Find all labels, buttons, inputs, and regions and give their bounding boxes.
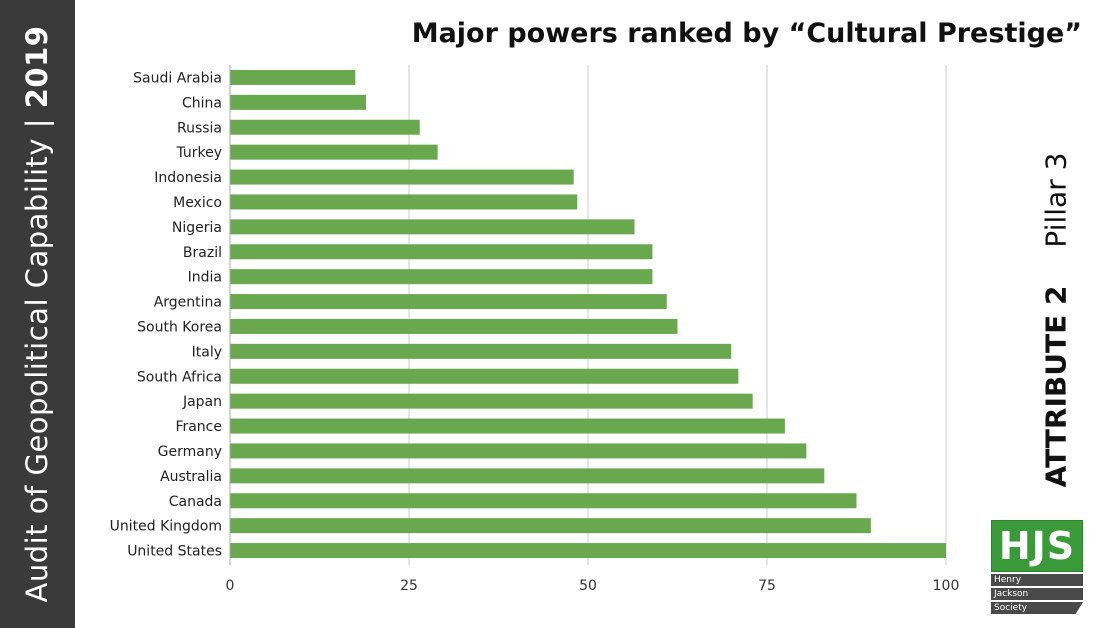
logo-line-society: Society [991,602,1083,614]
bar [230,318,678,334]
category-label: Argentina [154,295,222,311]
category-label: Japan [182,394,222,410]
category-label: India [188,270,222,286]
category-label: Mexico [173,195,222,211]
category-label: South Korea [137,319,222,335]
category-label: South Africa [137,369,222,385]
category-label: Germany [158,444,222,460]
category-label: Russia [177,120,222,136]
category-label: Saudi Arabia [133,70,222,86]
category-label: Australia [160,469,222,485]
bar [230,294,667,310]
x-tick-label: 100 [933,578,960,594]
bar [230,393,753,409]
bar [230,518,871,534]
bar [230,468,825,484]
bar [230,493,857,509]
category-label: Italy [192,344,222,360]
hjs-logo: HJS Henry Jackson Society [991,520,1083,614]
category-label: Brazil [183,245,222,261]
logo-line-henry: Henry [991,574,1083,586]
attribute-label: ATTRIBUTE 2 Pillar 3 [1040,153,1073,488]
x-tick-label: 0 [226,578,235,594]
bar [230,194,578,210]
bar-chart: 0 25 50 75 100 Saudi Arabia China Russia Turkey I… [110,65,960,594]
x-tick-label: 25 [400,578,418,594]
bar [230,144,438,160]
x-tick-label: 50 [579,578,597,594]
bar [230,69,356,85]
bar [230,119,420,135]
bar [230,219,635,235]
category-label: France [175,419,222,435]
bar [230,269,653,285]
category-label: China [182,95,222,111]
chart-title: Major powers ranked by “Cultural Prestig… [411,18,1082,49]
bar [230,368,739,384]
bar [230,94,367,110]
bar [230,169,574,185]
side-banner: Audit of Geopolitical Capability | 2019 [0,0,75,628]
pillar-name: Pillar 3 [1039,152,1073,248]
x-tick-label: 75 [758,578,776,594]
bar [230,343,732,359]
bar [230,543,946,559]
bar [230,244,653,260]
category-label: Nigeria [172,220,222,236]
category-label: Canada [169,494,222,510]
logo-initials: HJS [991,520,1083,572]
category-label: Turkey [175,145,222,161]
category-label: Indonesia [154,170,222,186]
bar [230,443,807,459]
audit-year: 2019 [20,25,54,109]
attribute-name: ATTRIBUTE 2 [1039,285,1073,488]
side-banner-text: Audit of Geopolitical Capability | 2019 [20,26,54,603]
category-label: United Kingdom [110,519,222,535]
logo-line-jackson: Jackson [991,588,1083,600]
category-label: United States [127,544,222,560]
bar [230,418,785,434]
audit-title: Audit of Geopolitical Capability | [20,108,54,603]
